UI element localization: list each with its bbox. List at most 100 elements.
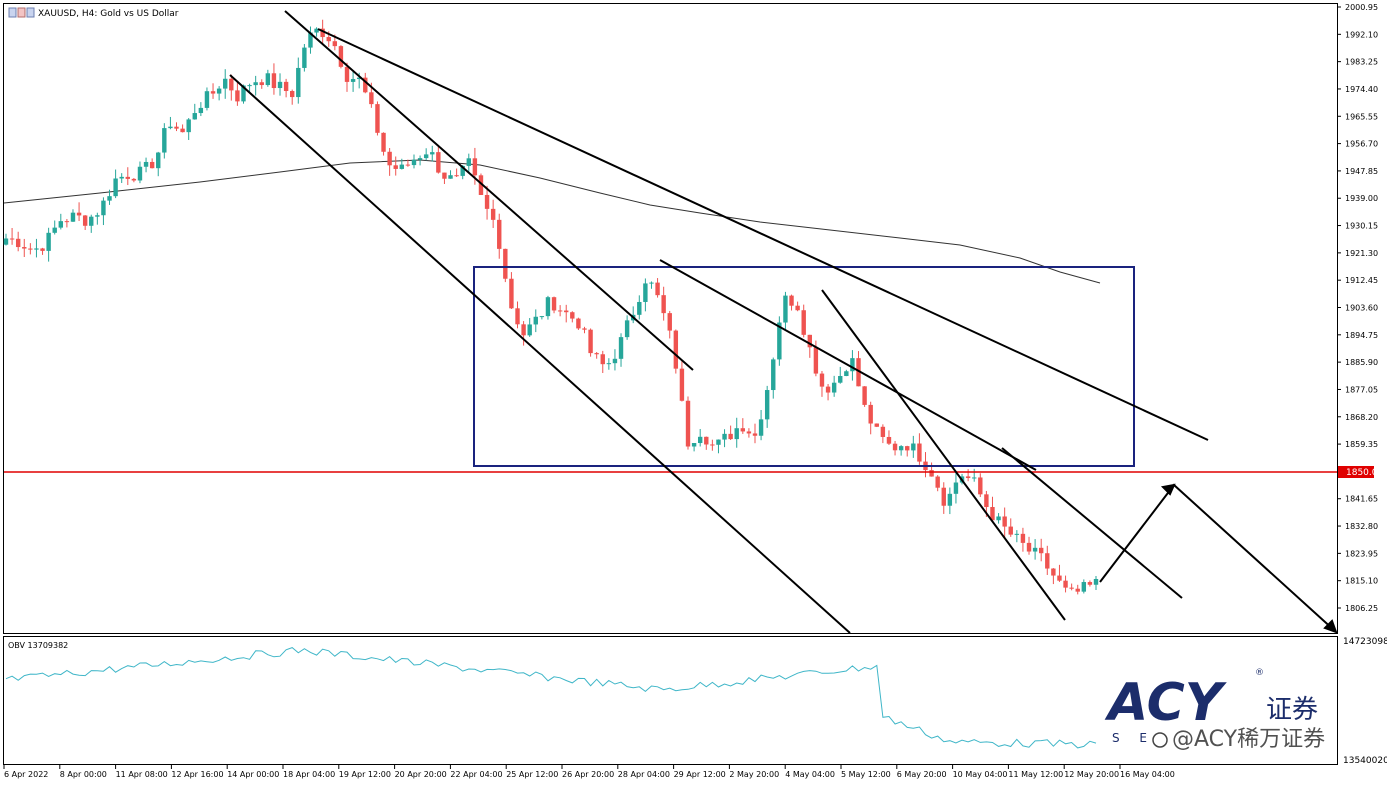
- candle-body: [320, 28, 325, 38]
- time-tick-label: 29 Apr 12:00: [674, 770, 726, 779]
- candle-body: [941, 487, 946, 506]
- candle-body: [405, 164, 411, 166]
- candle-body: [399, 164, 405, 169]
- candle-body: [235, 90, 240, 102]
- logo-text: ACY: [1104, 673, 1228, 733]
- time-tick-label: 14 Apr 00:00: [227, 770, 279, 779]
- arrow-head-down: [1323, 619, 1338, 634]
- candle-body: [649, 282, 654, 284]
- time-tick-label: 18 Apr 04:00: [283, 770, 335, 779]
- candle-body: [752, 433, 758, 436]
- candle-body: [125, 176, 130, 179]
- price-tick-label: 1815.10: [1345, 577, 1378, 586]
- candle-body: [594, 353, 599, 355]
- candle-body: [557, 310, 563, 312]
- candle-body: [1026, 542, 1032, 552]
- time-tick-label: 12 Apr 16:00: [171, 770, 223, 779]
- candle-body: [527, 324, 532, 336]
- candle-body: [70, 212, 76, 222]
- price-tick-label: 1868.20: [1345, 413, 1378, 422]
- price-tick-label: 2000.95: [1345, 3, 1378, 12]
- candle-body: [521, 324, 526, 336]
- candle-body: [856, 358, 861, 387]
- candle-body: [588, 329, 593, 354]
- price-tick-label: 1947.85: [1345, 167, 1378, 176]
- candle-body: [34, 248, 39, 250]
- candle-body: [570, 312, 575, 319]
- candle-body: [612, 358, 618, 364]
- price-tick-label: 1823.95: [1345, 549, 1378, 558]
- candle-body: [89, 216, 94, 226]
- candle-body: [40, 248, 45, 251]
- time-tick-label: 16 May 04:00: [1120, 770, 1175, 779]
- candle-body: [101, 200, 106, 216]
- candle-body: [210, 91, 216, 94]
- candle-body: [64, 221, 70, 223]
- candle-body: [801, 310, 806, 335]
- candle-body: [929, 470, 934, 477]
- candle-body: [533, 316, 538, 325]
- candle-body: [637, 301, 642, 315]
- candle-body: [667, 313, 672, 331]
- candle-body: [338, 46, 344, 67]
- logo-sub: S E: [1112, 731, 1155, 745]
- time-axis: 6 Apr 2022 8 Apr 00:00 11 Apr 08:00 12 Apr …: [3, 765, 1175, 779]
- price-tick-label: 1894.75: [1345, 331, 1378, 340]
- price-tick-label: 1832.80: [1345, 522, 1378, 531]
- candle-body: [746, 431, 752, 434]
- candle-body: [174, 126, 179, 129]
- price-tick-label: 1921.30: [1345, 249, 1378, 258]
- candle-body: [618, 337, 624, 359]
- price-tick-label: 1930.15: [1345, 222, 1378, 231]
- candle-body: [1014, 533, 1020, 535]
- acy-logo: ACY 证券 ® S E @ACY稀万证券: [1104, 668, 1325, 752]
- candle-body: [119, 176, 124, 179]
- candle-body: [198, 107, 204, 114]
- candle-body: [716, 439, 721, 445]
- time-tick-label: 2 May 20:00: [729, 770, 779, 779]
- candle-body: [277, 81, 283, 89]
- candle-body: [204, 91, 210, 108]
- price-tick-label: 1965.55: [1345, 112, 1378, 121]
- candle-body: [369, 92, 374, 105]
- candle-body: [1075, 588, 1080, 592]
- candle-body: [795, 305, 800, 311]
- candle-body: [411, 159, 417, 166]
- candle-body: [984, 494, 989, 508]
- logo-cn: 证券: [1266, 695, 1318, 725]
- candle-body: [326, 37, 331, 42]
- candle-body: [22, 247, 27, 249]
- candle-body: [186, 119, 191, 133]
- candle-body: [229, 78, 234, 91]
- candle-body: [296, 67, 301, 98]
- price-tick-label: 1806.25: [1345, 604, 1378, 613]
- candle-body: [15, 238, 21, 248]
- candle-body: [1093, 578, 1099, 585]
- trend-line-3: [317, 28, 1209, 441]
- candle-body: [539, 316, 545, 318]
- candle-body: [454, 175, 459, 177]
- time-tick-label: 12 May 20:00: [1064, 770, 1119, 779]
- candle-body: [564, 310, 569, 313]
- chart-title: XAUUSD, H4: Gold vs US Dollar: [38, 9, 179, 19]
- candle-body: [290, 91, 295, 98]
- candle-body: [490, 208, 496, 220]
- time-tick-label: 26 Apr 20:00: [562, 770, 614, 779]
- time-tick-label: 20 Apr 20:00: [395, 770, 447, 779]
- candle-body: [728, 433, 733, 440]
- trend-line-5: [821, 289, 1066, 621]
- candle-body: [953, 482, 959, 494]
- candle-body: [332, 41, 338, 47]
- candle-body: [271, 73, 277, 89]
- time-tick-label: 11 Apr 08:00: [116, 770, 168, 779]
- candle-body: [478, 175, 484, 195]
- candle-body: [241, 85, 246, 102]
- time-tick-label: 8 Apr 00:00: [60, 770, 107, 779]
- candle-body: [734, 428, 739, 440]
- candle-body: [363, 77, 368, 93]
- candle-body: [1081, 582, 1087, 592]
- obv-line: [5, 647, 1097, 749]
- candle-body: [95, 215, 100, 217]
